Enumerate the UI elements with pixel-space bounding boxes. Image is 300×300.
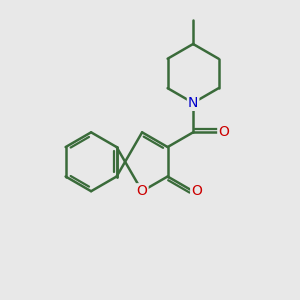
- Text: O: O: [137, 184, 148, 198]
- Text: N: N: [188, 96, 198, 110]
- Text: O: O: [218, 125, 229, 139]
- Text: O: O: [191, 184, 202, 198]
